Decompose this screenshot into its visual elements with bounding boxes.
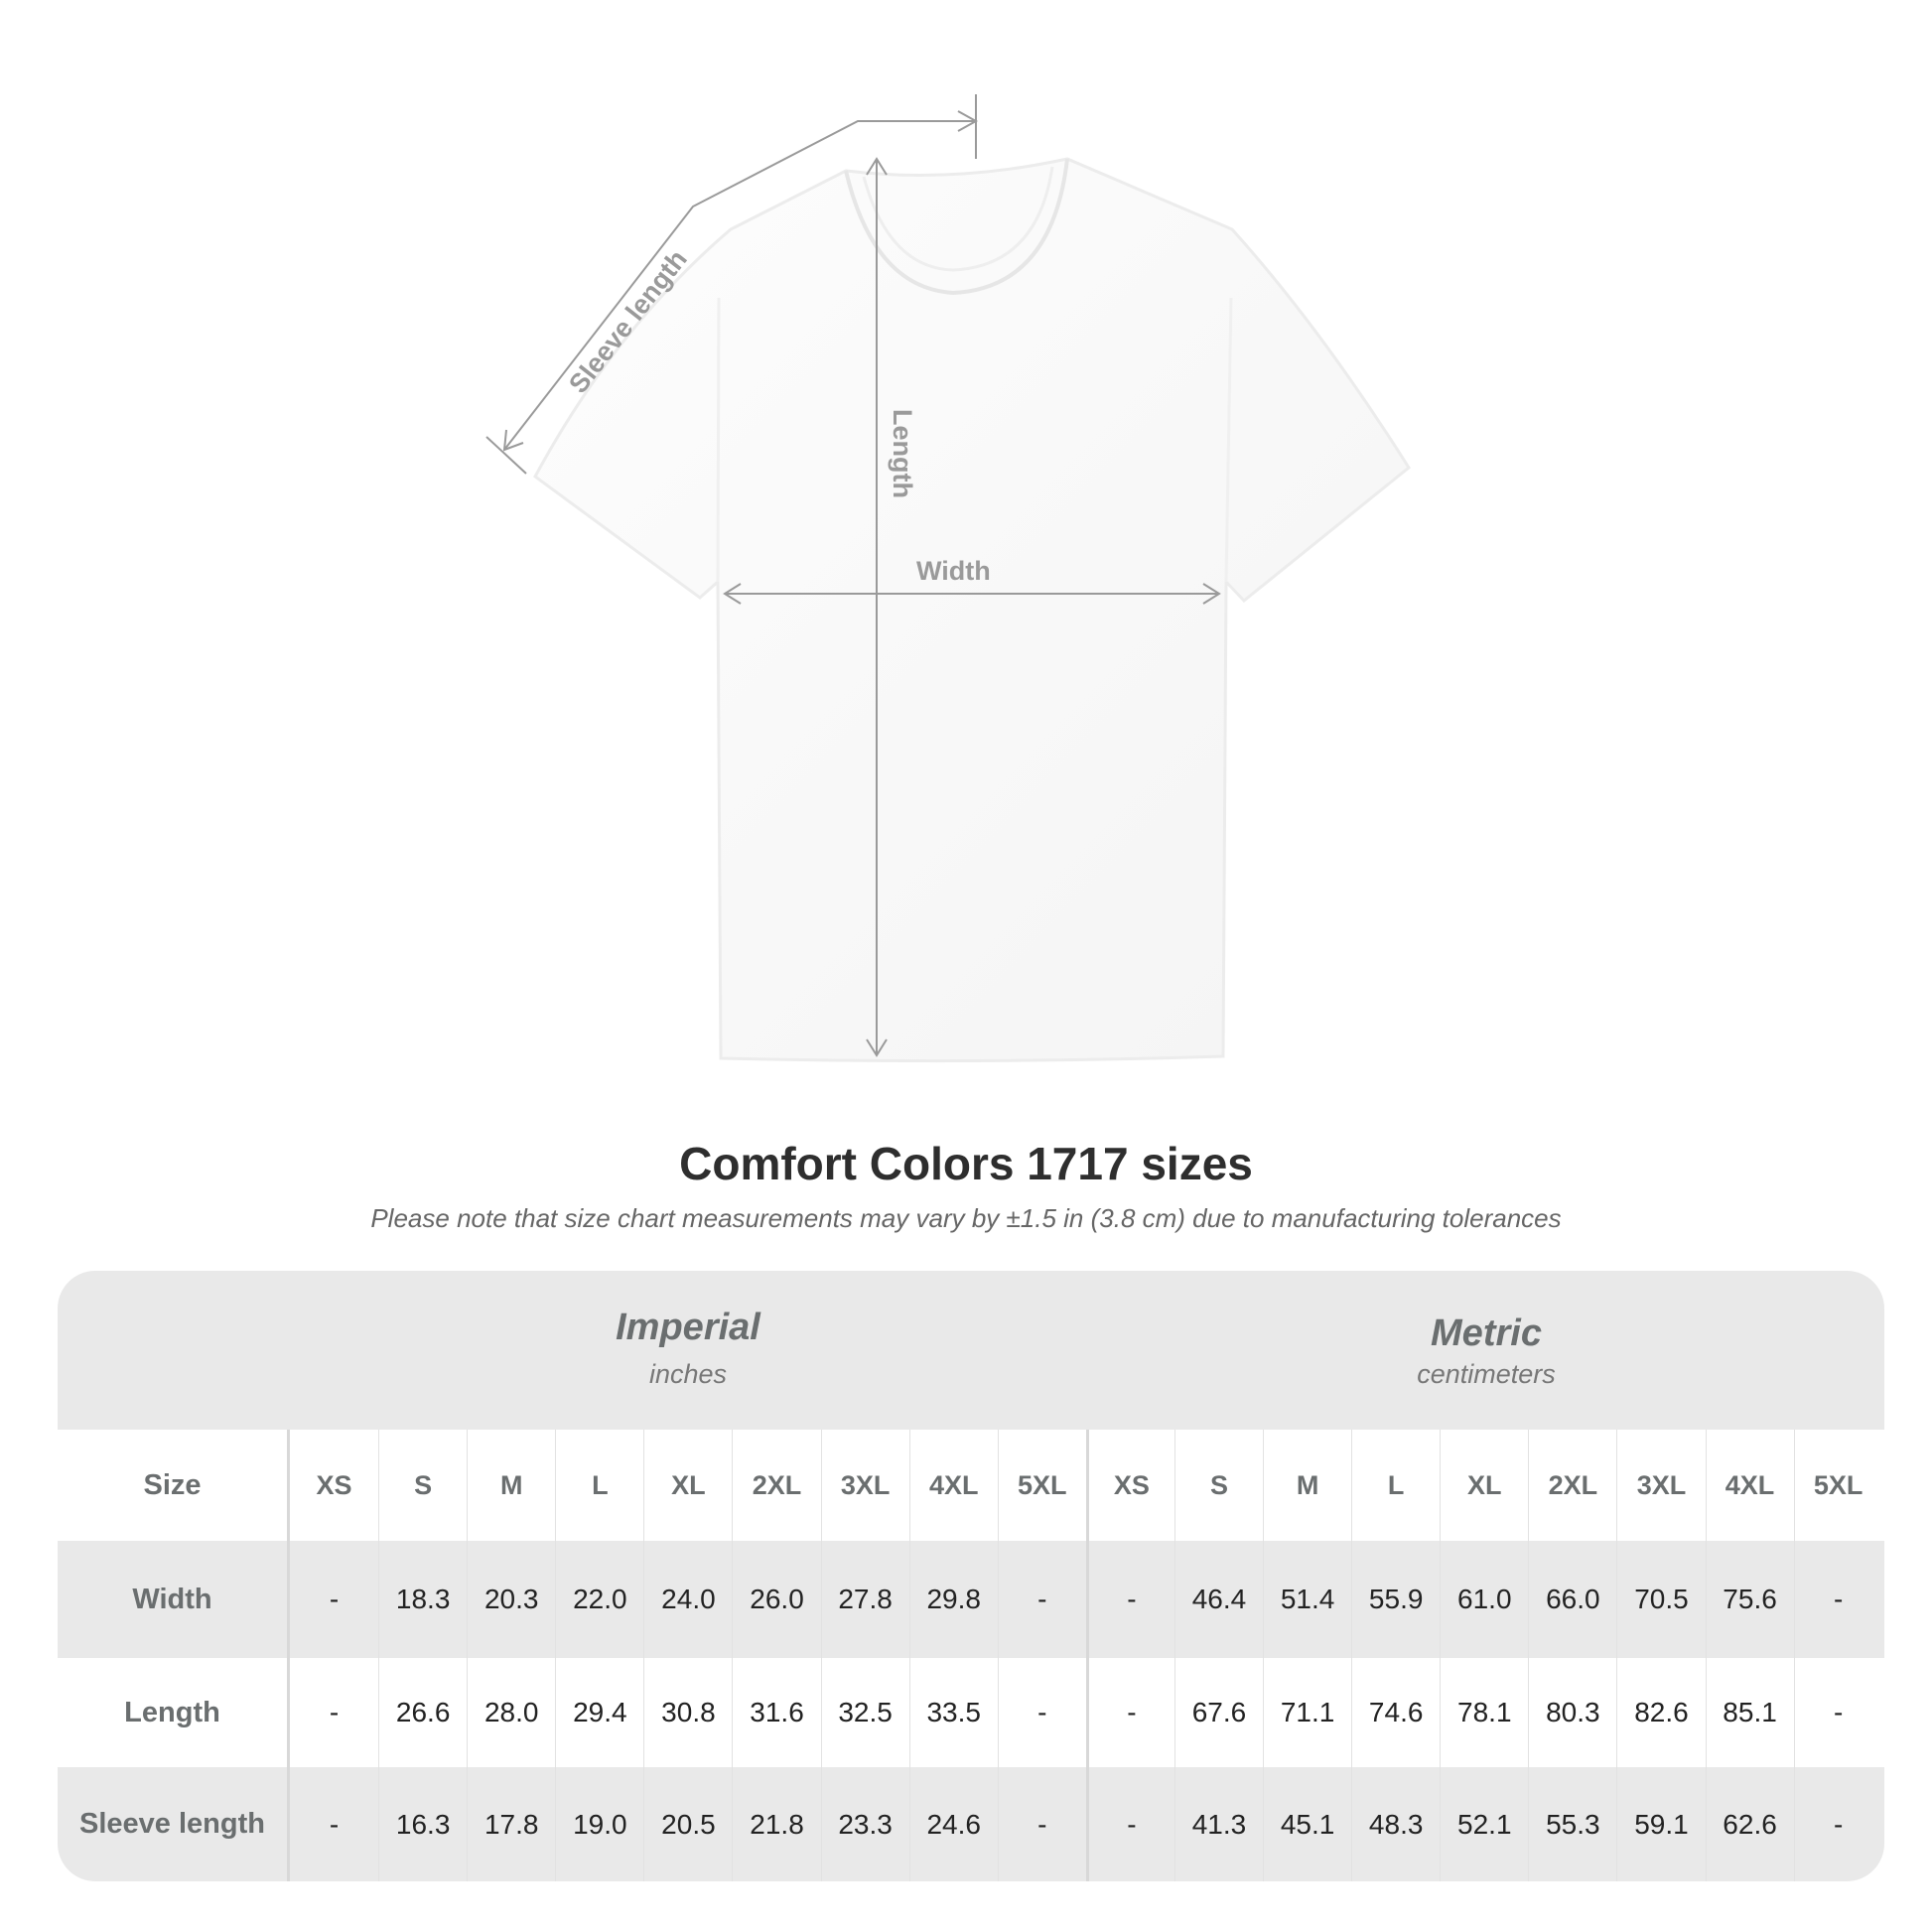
value-cell: 48.3: [1351, 1767, 1440, 1881]
value-cell: 20.3: [467, 1541, 555, 1658]
size-header-cell: L: [1351, 1430, 1440, 1541]
metric-header: Metric centimeters: [1088, 1271, 1884, 1430]
size-header-cell: L: [555, 1430, 643, 1541]
value-cell: -: [329, 1697, 340, 1727]
size-header-cell: XL: [643, 1430, 732, 1541]
value-cell: 33.5: [908, 1658, 998, 1767]
value-cell: -: [1085, 1541, 1174, 1658]
imperial-unit: inches: [648, 1359, 728, 1389]
value-cell: 22.0: [555, 1541, 643, 1658]
value-cell: 74.6: [1351, 1658, 1440, 1767]
sleeve-length-arrow: [485, 94, 979, 475]
size-header-cell: S: [378, 1430, 467, 1541]
value-cell: 78.1: [1440, 1658, 1528, 1767]
length-arrow: [866, 157, 888, 1057]
value-cell: 17.8: [467, 1767, 555, 1881]
tolerance-note: Please note that size chart measurements…: [370, 1203, 1562, 1233]
value-cell: 21.8: [732, 1767, 820, 1881]
value-cell: 28.0: [467, 1658, 555, 1767]
value-cell: 52.1: [1440, 1767, 1528, 1881]
row-label: Width: [58, 1541, 290, 1658]
value-cell: 55.9: [1351, 1541, 1440, 1658]
value-cell: 71.1: [1263, 1658, 1351, 1767]
size-table: Imperial inches Metric centimeters Size X…: [58, 1271, 1884, 1881]
value-cell: 18.3: [378, 1541, 467, 1658]
size-header-cell: S: [1173, 1430, 1263, 1541]
value-cell: -: [997, 1767, 1086, 1881]
value-cell: 85.1: [1705, 1658, 1794, 1767]
page-title: Comfort Colors 1717 sizes: [679, 1138, 1253, 1189]
value-cell: -: [1085, 1767, 1174, 1881]
value-cell: 62.6: [1705, 1767, 1794, 1881]
tshirt-diagram: Sleeve length Length Width: [485, 94, 1411, 1063]
width-label: Width: [916, 556, 991, 586]
size-header-cell: 4XL: [908, 1430, 998, 1541]
imperial-title: Imperial: [616, 1307, 760, 1348]
width-arrow: [723, 583, 1221, 605]
size-header-cell: XS: [316, 1469, 352, 1500]
value-cell: 24.0: [643, 1541, 732, 1658]
value-cell: 51.4: [1263, 1541, 1351, 1658]
value-cell: 55.3: [1528, 1767, 1616, 1881]
value-cell: 45.1: [1263, 1767, 1351, 1881]
size-header-cell: M: [467, 1430, 555, 1541]
value-cell: 26.0: [732, 1541, 820, 1658]
value-cell: 32.5: [820, 1658, 909, 1767]
table-row: Width -18.3 20.3 22.0 24.0 26.0 27.8 29.8- -46.4…: [58, 1541, 1884, 1658]
value-cell: -: [329, 1808, 340, 1840]
value-cell: 19.0: [555, 1767, 643, 1881]
value-cell: -: [1793, 1541, 1882, 1658]
value-cell: -: [1085, 1658, 1174, 1767]
value-cell: 46.4: [1173, 1541, 1263, 1658]
size-header-cell: 3XL: [820, 1430, 909, 1541]
value-cell: -: [1793, 1767, 1882, 1881]
size-header-cell: 5XL: [1793, 1430, 1882, 1541]
value-cell: 30.8: [643, 1658, 732, 1767]
size-header-cell: 2XL: [732, 1430, 820, 1541]
value-cell: 16.3: [378, 1767, 467, 1881]
size-header-cell: 5XL: [997, 1430, 1086, 1541]
row-label: Sleeve length: [58, 1767, 290, 1881]
value-cell: 23.3: [820, 1767, 909, 1881]
collar: [844, 158, 1069, 296]
value-cell: -: [997, 1541, 1086, 1658]
value-cell: 75.6: [1705, 1541, 1794, 1658]
value-cell: -: [329, 1584, 340, 1614]
row-label: Length: [58, 1658, 290, 1767]
value-cell: 41.3: [1173, 1767, 1263, 1881]
size-header-row: Size XS S M L XL 2XL 3XL 4XL 5XL XS S M L XL 2XL 3XL 4XL 5…: [58, 1430, 1884, 1541]
value-cell: 24.6: [908, 1767, 998, 1881]
value-cell: 26.6: [378, 1658, 467, 1767]
size-header-cell: XL: [1440, 1430, 1528, 1541]
table-row: Sleeve length - 16.3 17.8 19.0 20.5 21.8 23.3 24…: [58, 1767, 1884, 1881]
value-cell: 59.1: [1616, 1767, 1705, 1881]
size-header-cell: M: [1263, 1430, 1351, 1541]
value-cell: 27.8: [820, 1541, 909, 1658]
value-cell: 31.6: [732, 1658, 820, 1767]
length-label: Length: [888, 409, 917, 498]
value-cell: 82.6: [1616, 1658, 1705, 1767]
value-cell: 29.4: [555, 1658, 643, 1767]
size-header-cell: XS: [1085, 1430, 1174, 1541]
tshirt-image: [533, 157, 1411, 1063]
value-cell: 67.6: [1173, 1658, 1263, 1767]
imperial-header: Imperial inches: [290, 1271, 1086, 1430]
metric-unit: centimeters: [1417, 1359, 1556, 1389]
metric-title: Metric: [1431, 1312, 1542, 1354]
size-header-cell: 4XL: [1705, 1430, 1794, 1541]
value-cell: -: [1793, 1658, 1882, 1767]
size-header-cell: 2XL: [1528, 1430, 1616, 1541]
value-cell: 80.3: [1528, 1658, 1616, 1767]
row-label: Size: [58, 1430, 290, 1541]
value-cell: 66.0: [1528, 1541, 1616, 1658]
value-cell: 61.0: [1440, 1541, 1528, 1658]
value-cell: 70.5: [1616, 1541, 1705, 1658]
value-cell: 29.8: [908, 1541, 998, 1658]
value-cell: 20.5: [643, 1767, 732, 1881]
size-header-cell: 3XL: [1616, 1430, 1705, 1541]
value-cell: -: [997, 1658, 1086, 1767]
table-row: Length -26.6 28.0 29.4 30.8 31.6 32.5 33.5- -67.…: [58, 1658, 1884, 1767]
